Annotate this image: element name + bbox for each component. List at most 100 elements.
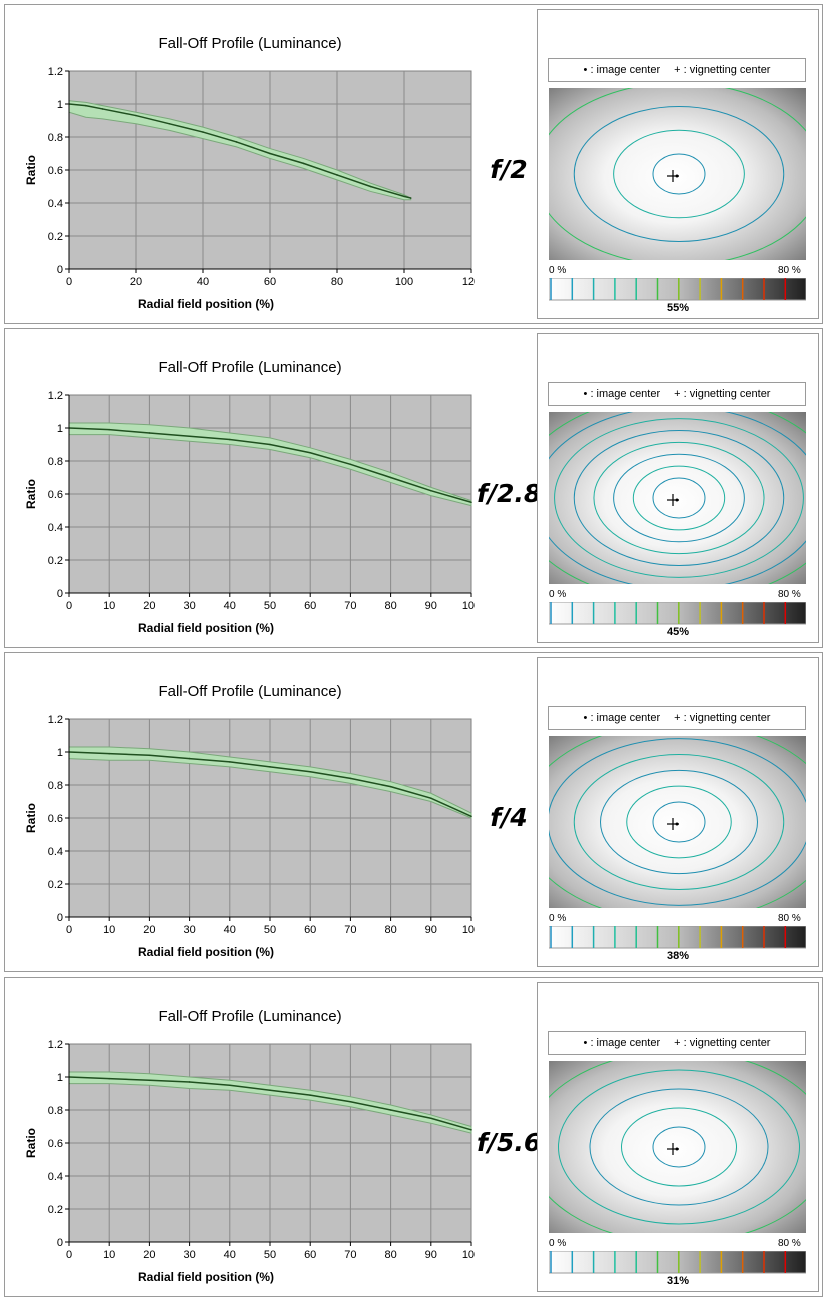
y-tick-label: 0.8 [48, 1105, 63, 1117]
contour-line [652, 153, 706, 195]
x-tick-label: 100 [462, 1249, 475, 1261]
x-tick-label: 100 [395, 276, 413, 288]
vignetting-percent-3: 38% [666, 950, 690, 962]
falloff-chart-3: Fall-Off Profile (Luminance)0 10 20 30 40 50 6… [24, 683, 475, 959]
scale-min-label-2: 0 % [549, 589, 567, 600]
data-point [470, 1129, 472, 1131]
contour-line [573, 430, 785, 566]
x-tick-label: 40 [224, 600, 236, 612]
x-tick-label: 10 [103, 924, 115, 936]
x-tick-label: 80 [384, 1249, 396, 1261]
x-tick-label: 10 [103, 1249, 115, 1261]
y-axis-title: Ratio [24, 155, 38, 185]
y-tick-label: 0.4 [48, 1171, 63, 1183]
data-point [389, 785, 392, 788]
y-tick-label: 0.8 [48, 780, 63, 792]
vignetting-gradient [549, 88, 806, 260]
x-tick-label: 60 [264, 276, 276, 288]
x-tick-label: 40 [224, 1249, 236, 1261]
x-tick-label: 0 [66, 1249, 72, 1261]
y-tick-label: 0.4 [48, 846, 63, 858]
data-point [108, 752, 110, 755]
x-axis-title: Radial field position (%) [138, 945, 274, 959]
vignetting-map-2 [549, 412, 806, 584]
y-tick-label: 0.4 [48, 522, 63, 534]
x-axis-title: Radial field position (%) [138, 297, 274, 311]
contour-line [554, 418, 804, 578]
y-tick-label: 0.2 [48, 231, 63, 243]
data-point [389, 1109, 392, 1111]
x-tick-label: 60 [304, 1249, 316, 1261]
chart-title: Fall-Off Profile (Luminance) [158, 35, 341, 52]
x-tick-label: 80 [384, 924, 396, 936]
data-point [369, 185, 372, 188]
scale-gradient [549, 926, 806, 949]
x-tick-label: 90 [425, 600, 437, 612]
contour-line [558, 1069, 800, 1225]
x-tick-label: 0 [66, 924, 72, 936]
confidence-band [68, 422, 472, 507]
data-point [188, 1081, 191, 1083]
data-point [409, 197, 412, 199]
scale-min-label-4: 0 % [549, 1238, 567, 1249]
data-point [148, 1079, 151, 1082]
image-center-legend: • : image center [583, 712, 661, 724]
image-center-marker [675, 822, 679, 826]
image-center-legend: • : image center [583, 388, 661, 400]
vignetting-legend-3: • : image center + : vignetting center [548, 706, 806, 730]
y-tick-label: 0.2 [48, 555, 63, 567]
x-tick-label: 40 [224, 924, 236, 936]
y-tick-label: 0.6 [48, 813, 63, 825]
data-point [148, 432, 151, 434]
vignetting-map-4 [549, 1061, 806, 1233]
data-point [430, 797, 432, 799]
color-scale-4 [549, 1251, 806, 1274]
chart-title: Fall-Off Profile (Luminance) [158, 683, 341, 700]
falloff-chart-4: Fall-Off Profile (Luminance)0 10 20 30 40 50 6… [24, 1008, 475, 1284]
x-tick-label: 50 [264, 600, 276, 612]
x-tick-label: 30 [183, 600, 195, 612]
y-axis-title: Ratio [24, 1128, 38, 1158]
y-tick-label: 1.2 [48, 1039, 63, 1051]
confidence-band [68, 100, 412, 201]
chart-row-1: Fall-Off Profile (Luminance) 0 20 40 60 80 100… [4, 4, 823, 324]
data-point [269, 443, 271, 446]
falloff-chart-1: Fall-Off Profile (Luminance)0 20 40 60 80 100… [24, 35, 475, 311]
data-point [349, 1100, 352, 1103]
scale-gradient [549, 602, 806, 625]
data-point [229, 438, 231, 441]
x-tick-label: 40 [197, 276, 209, 288]
vignetting-legend-2: • : image center + : vignetting center [548, 382, 806, 406]
contour-line [600, 769, 758, 875]
data-point [235, 141, 238, 143]
x-tick-label: 20 [143, 924, 155, 936]
scale-gradient [549, 278, 806, 301]
y-axis-title: Ratio [24, 479, 38, 509]
vignetting-gradient [549, 412, 806, 584]
vignetting-panel-2: • : image center + : vignetting center 0… [537, 333, 819, 643]
data-point [229, 1084, 231, 1087]
vignetting-panel-4: • : image center + : vignetting center 0… [537, 982, 819, 1292]
contour-line [652, 477, 706, 519]
data-point [148, 754, 151, 757]
chart-row-4: Fall-Off Profile (Luminance) 0 10 20 30 40 50 6… [4, 977, 823, 1297]
data-point [349, 463, 352, 466]
data-point [309, 1094, 312, 1096]
x-tick-label: 50 [264, 924, 276, 936]
aperture-label-3: f/4 [490, 803, 528, 832]
x-tick-label: 90 [425, 924, 437, 936]
x-tick-label: 0 [66, 600, 72, 612]
y-tick-label: 1.2 [48, 390, 63, 402]
contour-line [573, 106, 785, 242]
y-tick-label: 1 [57, 99, 63, 111]
data-point [470, 501, 472, 504]
data-point [84, 104, 87, 107]
vignetting-map-1 [549, 88, 806, 260]
vignetting-gradient [549, 1061, 806, 1233]
image-center-marker [675, 1147, 679, 1151]
data-point [229, 761, 231, 763]
data-point [302, 162, 305, 165]
aperture-label-1: f/2 [490, 155, 528, 184]
image-center-marker [675, 498, 679, 502]
color-scale-3 [549, 926, 806, 949]
